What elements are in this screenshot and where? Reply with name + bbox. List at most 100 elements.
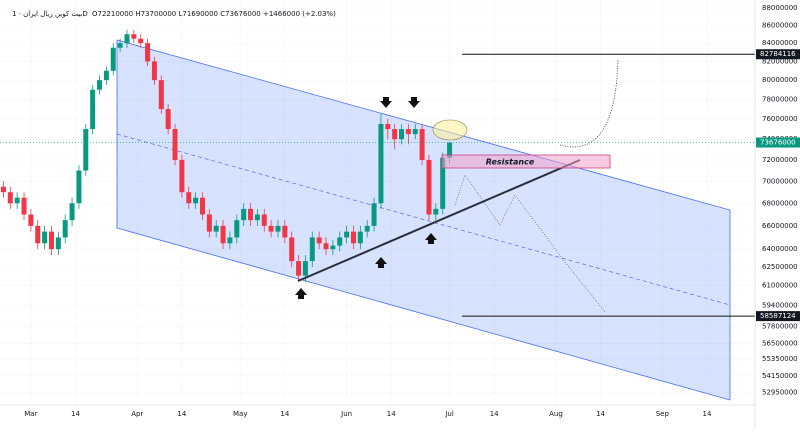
x-tick-label: Aug [549,410,563,418]
candle-body [124,34,130,44]
candle-body [241,208,247,221]
candle-body [151,61,157,81]
candle-body [165,109,171,130]
candle-body [447,142,453,158]
candle-body [55,237,61,250]
candle-body [227,237,233,244]
candle-body [268,225,274,232]
candle-body [138,38,144,44]
ohlc: O72210000 H73700000 L71690000 C73676000 … [92,10,336,18]
y-tick-label: 55350000 [762,355,798,363]
symbol: بیت کوین ریال ایران · 1D [12,10,88,18]
x-tick-label: Jul [444,410,454,418]
projection-curve [559,59,619,148]
y-tick-label: 54150000 [762,372,798,380]
candle-body [35,225,41,244]
candle-body [357,231,363,244]
candle-body [289,237,295,262]
y-tick-label: 64000000 [762,245,798,253]
price-tag-label: 73676000 [760,139,796,147]
candle-body [412,129,418,135]
candle-body [405,129,411,135]
candle-body [117,43,123,48]
projection-path [454,174,606,313]
x-tick-label: 14 [490,410,499,418]
y-tick-label: 68000000 [762,199,798,207]
candle-body [97,80,103,90]
arrow-down [408,97,420,108]
candles [0,29,453,282]
y-tick-label: 66000000 [762,222,798,230]
candle-body [378,124,384,204]
candle-body [399,129,405,140]
candle-body [206,214,212,232]
candle-body [254,214,260,221]
y-tick-label: 56500000 [762,340,798,348]
candle-body [426,159,432,215]
candle-body [145,43,151,62]
candle-body [69,203,75,221]
candle-body [282,225,288,238]
levels [462,53,755,317]
candle-body [199,197,205,215]
x-tick-label: May [233,410,247,418]
candle-body [158,80,164,110]
candle-body [385,124,391,130]
x-tick-label: 14 [702,410,711,418]
x-tick-label: 14 [177,410,186,418]
candle-body [193,197,199,204]
y-tick-label: 86000000 [762,21,798,29]
candle-body [316,237,322,244]
candle-body [440,157,446,209]
candle-body [48,231,54,250]
candle-body [337,237,343,246]
x-tick-label: Mar [24,410,37,418]
arrows [295,97,437,299]
y-tick-label: 57800000 [762,322,798,330]
candle-body [220,225,226,244]
level-tag-label: 82784116 [760,50,796,58]
candle-body [62,220,68,238]
x-tick-label: Jun [340,410,352,418]
arrow-down [380,97,392,108]
candle-body [90,89,96,130]
x-tick-label: Sep [656,410,670,418]
candle-body [344,231,350,238]
y-tick-label: 78000000 [762,95,798,103]
candle-body [419,129,425,160]
candle-body [76,170,82,204]
candle-body [350,231,356,244]
candle-body [261,214,267,226]
level-tag-label: 58587124 [760,312,796,320]
candle-body [213,225,219,232]
price-tag [756,137,800,148]
arrow-up [295,288,307,299]
level-tag [756,311,800,322]
y-tick-label: 84000000 [762,39,798,47]
y-tick-label: 88000000 [762,4,798,12]
arrow-up [375,257,387,268]
candle-body [392,129,398,140]
candle-body [0,186,6,193]
y-tick-label: 52950000 [762,389,798,397]
candle-body [296,261,302,276]
candle-body [172,129,178,160]
candle-body [275,225,281,232]
x-tick-label: 14 [280,410,289,418]
x-tick-label: Apr [131,410,143,418]
resistance-label: Resistance [486,158,535,167]
y-tick-label: 70000000 [762,177,798,185]
candle-body [234,220,240,238]
channel-midline [116,133,731,306]
candle-body [433,208,439,215]
arrow-up [425,233,437,244]
candle-body [103,70,109,81]
y-tick-label: 61000000 [762,282,798,290]
trendline [297,159,581,282]
resistance-box [441,154,611,169]
candle-body [323,243,329,250]
x-tick-label: 14 [596,410,605,418]
